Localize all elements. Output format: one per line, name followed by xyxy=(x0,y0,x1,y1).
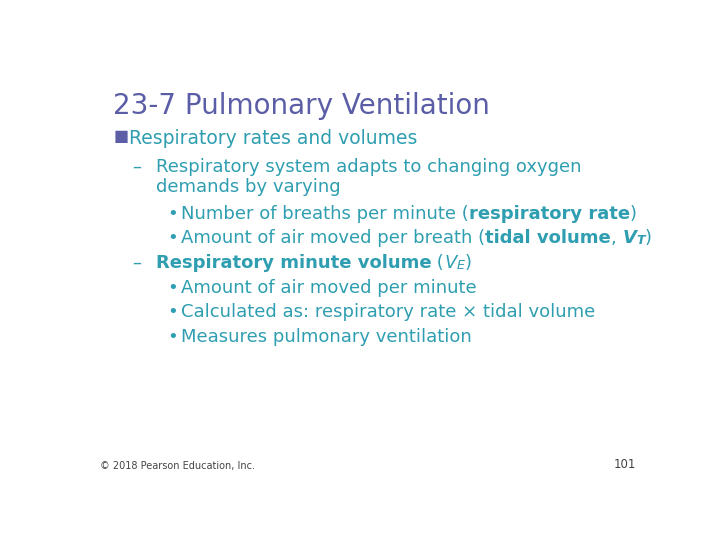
Text: •: • xyxy=(167,328,178,346)
Text: •: • xyxy=(167,279,178,298)
Text: Respiratory system adapts to changing oxygen
demands by varying: Respiratory system adapts to changing ox… xyxy=(156,158,581,197)
Text: 101: 101 xyxy=(613,458,636,471)
Text: V: V xyxy=(622,230,636,247)
Text: (: ( xyxy=(431,254,444,272)
Text: E: E xyxy=(456,259,464,272)
Text: Respiratory rates and volumes: Respiratory rates and volumes xyxy=(129,129,418,149)
Text: –: – xyxy=(132,158,141,176)
Text: •: • xyxy=(167,303,178,321)
Text: © 2018 Pearson Education, Inc.: © 2018 Pearson Education, Inc. xyxy=(100,462,255,471)
Text: ): ) xyxy=(645,230,652,247)
Text: ): ) xyxy=(464,254,472,272)
Text: Calculated as: respiratory rate × tidal volume: Calculated as: respiratory rate × tidal … xyxy=(181,303,595,321)
Text: respiratory rate: respiratory rate xyxy=(469,205,630,224)
Text: •: • xyxy=(167,230,178,247)
Text: T: T xyxy=(636,234,645,247)
Text: V: V xyxy=(444,254,456,272)
Text: Amount of air moved per breath (: Amount of air moved per breath ( xyxy=(181,230,485,247)
Text: Number of breaths per minute (: Number of breaths per minute ( xyxy=(181,205,469,224)
Text: ■: ■ xyxy=(114,129,129,144)
Text: 23-7 Pulmonary Ventilation: 23-7 Pulmonary Ventilation xyxy=(114,92,490,120)
Text: tidal volume: tidal volume xyxy=(485,230,611,247)
Text: Respiratory minute volume: Respiratory minute volume xyxy=(156,254,431,272)
Text: Measures pulmonary ventilation: Measures pulmonary ventilation xyxy=(181,328,472,346)
Text: –: – xyxy=(132,254,141,272)
Text: ): ) xyxy=(630,205,636,224)
Text: •: • xyxy=(167,205,178,224)
Text: ,: , xyxy=(611,230,622,247)
Text: Amount of air moved per minute: Amount of air moved per minute xyxy=(181,279,477,298)
